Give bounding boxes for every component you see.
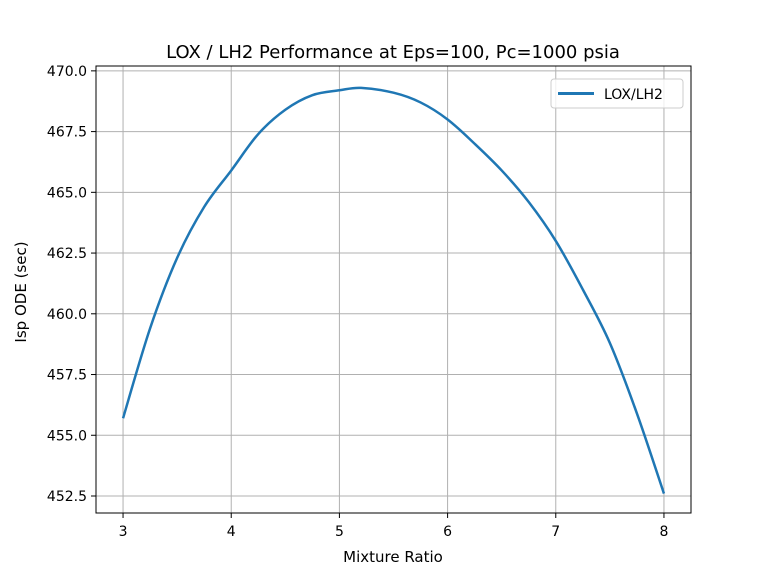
chart-title: LOX / LH2 Performance at Eps=100, Pc=100…	[166, 42, 620, 63]
series-layer	[121, 86, 666, 494]
plot-frame	[95, 65, 692, 514]
x-tick-label: 3	[119, 524, 128, 540]
x-tick-label: 5	[335, 524, 344, 540]
x-tick-label: 4	[227, 524, 236, 540]
y-tick-label: 452.5	[47, 489, 87, 505]
y-tick-label: 460.0	[47, 307, 87, 323]
x-axis: 3 4 5 6 7 8	[119, 513, 668, 540]
legend-box	[550, 78, 684, 109]
series-line	[121, 86, 666, 494]
y-tick-label: 467.5	[47, 125, 87, 141]
y-tick-label: 465.0	[47, 185, 87, 201]
x-tick-label: 8	[659, 524, 668, 540]
grid	[96, 66, 691, 513]
y-axis: 452.5 455.0 457.5 460.0 462.5 465.0 467.5 470.0	[47, 64, 96, 505]
legend: LOX/LH2	[550, 78, 684, 109]
x-axis-label: Mixture Ratio	[343, 548, 443, 566]
x-tick-label: 6	[443, 524, 452, 540]
y-tick-label: 457.5	[47, 368, 87, 384]
y-tick-label: 470.0	[47, 64, 87, 80]
legend-label: LOX/LH2	[604, 87, 663, 103]
y-tick-label: 455.0	[47, 428, 87, 444]
x-tick-label: 7	[551, 524, 560, 540]
y-tick-label: 462.5	[47, 246, 87, 262]
y-axis-label: Isp ODE (sec)	[12, 241, 30, 342]
